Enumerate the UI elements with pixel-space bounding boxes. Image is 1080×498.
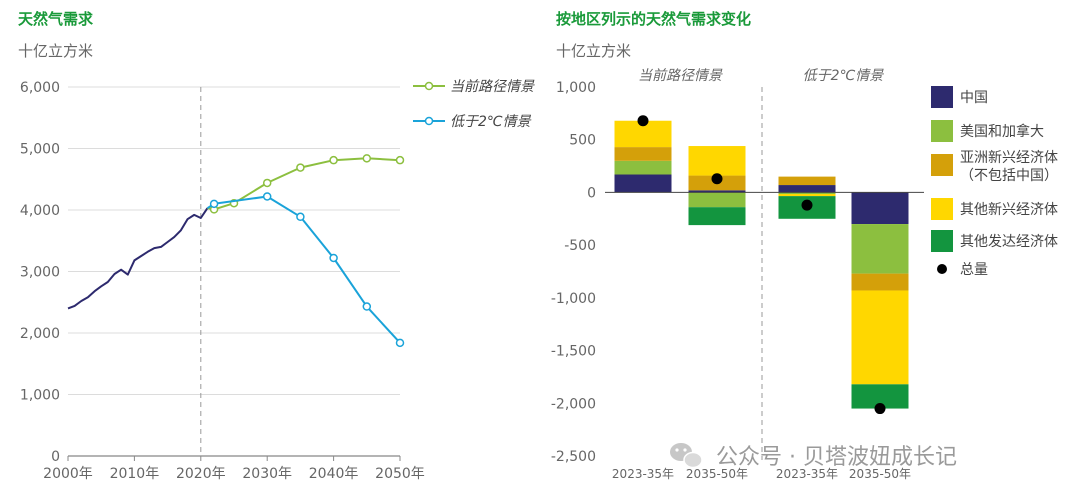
legend-total-marker <box>937 264 947 274</box>
bar-segment-us_canada <box>851 224 909 274</box>
point-below2 <box>296 212 305 222</box>
point-current <box>395 155 405 165</box>
scenario-label-current: 当前路径情景 <box>638 68 723 84</box>
legend-us-canada-swatch <box>931 120 953 142</box>
scenario-label-below2: 低于2℃情景 <box>803 68 885 84</box>
right-y-tick-label: 0 <box>587 185 596 201</box>
left-y-tick-label: 5,000 <box>20 142 60 158</box>
right-chart-title: 按地区列示的天然气需求变化 <box>556 10 751 28</box>
bar-segment-asia_emerging <box>851 273 909 291</box>
bar-segment-other_emerging <box>778 194 836 197</box>
left-y-tick-label: 3,000 <box>20 265 60 281</box>
total-marker <box>801 199 813 211</box>
right-chart-unit: 十亿立方米 <box>556 42 631 60</box>
left-chart-unit: 十亿立方米 <box>18 42 93 60</box>
right-legend: 中国 美国和加拿大 亚洲新兴经济体 （不包括中国） 其他新兴经济体 其他发达经济… <box>931 86 1058 278</box>
left-y-tick-label: 2,000 <box>20 326 60 342</box>
left-series <box>67 154 405 348</box>
left-x-tick-label: 2030年 <box>242 466 292 482</box>
legend-current-label: 当前路径情景 <box>450 79 535 95</box>
point-current <box>262 178 272 188</box>
total-marker <box>637 115 649 127</box>
right-total-markers <box>637 115 886 415</box>
left-legend: 当前路径情景 低于2℃情景 <box>413 79 535 130</box>
right-x-tick-label: 2035-50年 <box>686 467 748 481</box>
left-y-tick-label: 1,000 <box>20 388 60 404</box>
legend-us-canada-label: 美国和加拿大 <box>960 123 1044 140</box>
right-y-tick-label: -500 <box>564 238 596 254</box>
bar-segment-china <box>851 192 909 225</box>
left-x-tick-label: 2020年 <box>176 466 226 482</box>
left-y-ticks: 0 1,000 2,000 3,000 4,000 5,000 6,000 <box>20 80 60 465</box>
right-y-tick-label: -2,500 <box>551 449 596 465</box>
line-historical <box>67 207 209 310</box>
bar-segment-other_developed <box>688 207 746 226</box>
point-below2 <box>209 199 219 209</box>
left-x-tick-label: 2050年 <box>375 466 425 482</box>
right-x-tick-label: 2023-35年 <box>612 467 674 481</box>
bar-segment-china <box>688 190 746 193</box>
legend-other-developed-swatch <box>931 230 953 252</box>
left-chart-title: 天然气需求 <box>18 10 94 28</box>
legend-asia-emerging-swatch <box>931 154 953 176</box>
point-current <box>329 155 338 165</box>
right-x-ticks: 2023-35年 2035-50年 2023-35年 2035-50年 <box>612 467 911 481</box>
left-x-ticks: 2000年 2010年 2020年 2030年 2040年 2050年 <box>43 456 425 482</box>
bar-segment-us_canada <box>614 160 672 175</box>
right-x-tick-label: 2035-50年 <box>849 467 911 481</box>
point-current <box>296 163 305 172</box>
legend-below2-marker <box>424 116 434 126</box>
legend-other-developed-label: 其他发达经济体 <box>960 234 1058 250</box>
left-y-tick-label: 0 <box>51 449 60 465</box>
left-x-tick-label: 2010年 <box>110 466 160 482</box>
point-current <box>362 154 372 163</box>
bar-segment-china <box>614 174 672 193</box>
legend-china-swatch <box>931 86 953 108</box>
legend-other-emerging-label: 其他新兴经济体 <box>960 202 1058 218</box>
bar-segment-asia_emerging <box>778 176 836 186</box>
watermark: 公众号 · 贝塔波妞成长记 <box>670 443 957 470</box>
right-bars <box>605 87 924 460</box>
bar-segment-us_canada <box>778 192 836 195</box>
right-y-ticks: 1,000 500 0 -500 -1,000 -1,500 -2,000 -2,500 <box>551 80 596 465</box>
legend-below2-label: 低于2℃情景 <box>450 114 532 130</box>
wechat-icon <box>670 443 703 469</box>
left-y-tick-label: 6,000 <box>20 80 60 96</box>
right-x-tick-label: 2023-35年 <box>776 467 838 481</box>
right-y-tick-label: -1,000 <box>551 291 596 307</box>
bar-segment-us_canada <box>688 192 746 208</box>
legend-china-label: 中国 <box>960 90 988 106</box>
legend-other-emerging-swatch <box>931 198 953 220</box>
right-y-tick-label: -2,000 <box>551 396 596 412</box>
right-y-tick-label: -1,500 <box>551 344 596 360</box>
legend-current-marker <box>424 81 434 91</box>
right-y-tick-label: 500 <box>569 133 596 149</box>
bar-segment-china <box>778 185 836 193</box>
left-x-tick-label: 2040年 <box>309 466 359 482</box>
point-below2 <box>362 302 372 311</box>
point-below2 <box>329 253 338 263</box>
left-y-tick-label: 4,000 <box>20 203 60 219</box>
point-below2 <box>395 338 405 348</box>
total-marker <box>711 173 723 185</box>
legend-asia-emerging-label: 亚洲新兴经济体 <box>960 150 1058 166</box>
total-marker <box>874 403 886 415</box>
right-y-tick-label: 1,000 <box>556 80 596 96</box>
bar-segment-asia_emerging <box>614 147 672 161</box>
left-x-tick-label: 2000年 <box>43 466 93 482</box>
bar-segment-other_emerging <box>851 290 909 385</box>
legend-total-label: 总量 <box>960 262 988 278</box>
point-below2 <box>262 192 272 201</box>
watermark-text: 公众号 · 贝塔波妞成长记 <box>716 445 957 470</box>
bar-segment-other_emerging <box>688 146 746 176</box>
legend-asia-emerging-label-2: （不包括中国） <box>960 168 1058 184</box>
